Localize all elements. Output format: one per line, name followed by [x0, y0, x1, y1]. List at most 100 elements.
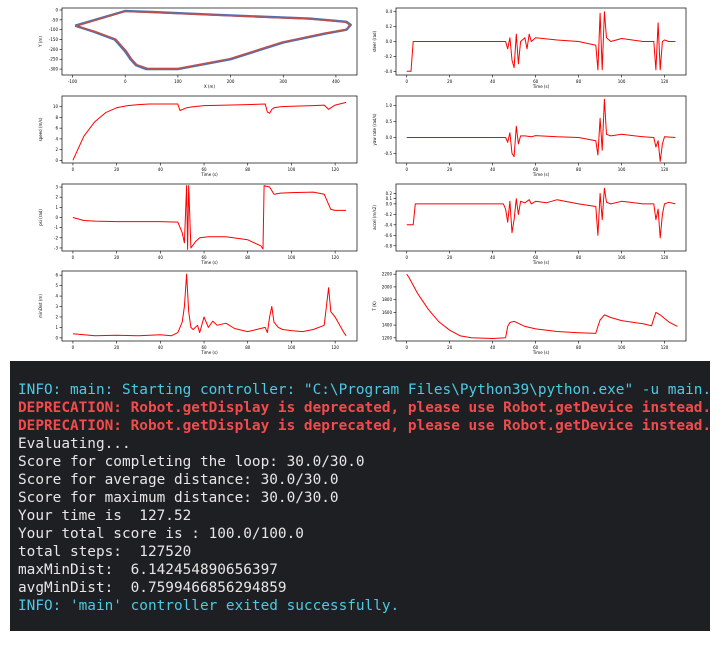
- y-tick-label: 1: [55, 325, 58, 330]
- y-tick-label: -0.2: [384, 54, 392, 59]
- plot-frame: [395, 270, 687, 342]
- console-line-info: INFO: 'main' controller exited successfu…: [18, 598, 400, 614]
- x-tick-label: 200: [227, 79, 235, 84]
- y-tick-label: -250: [49, 57, 59, 62]
- plot-frame: [61, 95, 358, 164]
- y-tick-label: -0.6: [384, 233, 392, 238]
- x-tick-label: 100: [288, 345, 296, 350]
- x-tick-label: 40: [158, 255, 164, 260]
- x-tick-label: 60: [201, 345, 207, 350]
- y-tick-label: -100: [49, 27, 59, 32]
- x-tick-label: 20: [447, 167, 453, 172]
- x-tick-label: 20: [114, 167, 120, 172]
- x-tick-label: 100: [618, 79, 626, 84]
- x-tick-label: -100: [68, 79, 78, 84]
- x-tick-label: 100: [618, 167, 626, 172]
- x-tick-label: 300: [279, 79, 287, 84]
- x-tick-label: 0: [72, 255, 75, 260]
- y-tick-label: 1400: [382, 323, 393, 328]
- x-tick-label: 60: [533, 255, 539, 260]
- y-tick-label: 1600: [382, 310, 393, 315]
- x-tick-label: 20: [447, 79, 453, 84]
- x-tick-label: 40: [490, 79, 496, 84]
- x-tick-label: 40: [158, 167, 164, 172]
- y-tick-label: 0: [55, 215, 58, 220]
- series-line: [72, 185, 347, 250]
- x-tick-label: 120: [661, 345, 669, 350]
- console-line-output: Your time is 127.52: [18, 508, 192, 524]
- y-tick-label: 2: [55, 314, 58, 319]
- y-axis-label: psi (rad): [38, 209, 43, 226]
- x-tick-label: 20: [114, 255, 120, 260]
- y-tick-label: 6: [55, 126, 58, 131]
- y-tick-label: 0: [55, 335, 58, 340]
- y-tick-label: 0.0: [386, 135, 393, 140]
- series-line: [406, 98, 676, 162]
- x-tick-label: 0: [405, 79, 408, 84]
- y-axis-label: speed (m/s): [38, 117, 43, 141]
- plot-frame: [61, 270, 358, 342]
- console-line-info: INFO: main: Starting controller: "C:\Pro…: [18, 382, 710, 398]
- y-tick-label: 0: [55, 7, 58, 12]
- y-tick-label: 1.0: [386, 103, 393, 108]
- x-axis-label: Time (s): [532, 84, 550, 89]
- x-tick-label: 120: [331, 255, 339, 260]
- y-tick-label: -1: [54, 225, 58, 230]
- x-tick-label: 120: [661, 255, 669, 260]
- x-tick-label: 40: [158, 345, 164, 350]
- console-line-deprecation: DEPRECATION: Robot.getDisplay is depreca…: [18, 400, 710, 416]
- y-tick-label: 5: [55, 283, 58, 288]
- x-tick-label: 20: [447, 255, 453, 260]
- x-tick-label: 80: [576, 255, 582, 260]
- x-tick-label: 40: [490, 167, 496, 172]
- x-tick-label: 20: [114, 345, 120, 350]
- y-tick-label: -0.2: [384, 212, 392, 217]
- y-tick-label: 0.2: [386, 24, 393, 29]
- console-output: INFO: main: Starting controller: "C:\Pro…: [10, 361, 710, 631]
- x-tick-label: 0: [405, 345, 408, 350]
- x-tick-label: 120: [661, 79, 669, 84]
- y-axis-label: Y (m): [38, 36, 43, 48]
- x-tick-label: 0: [124, 79, 127, 84]
- x-axis-label: Time (s): [532, 350, 550, 355]
- x-tick-label: 60: [201, 167, 207, 172]
- y-axis-label: yaw rate (rad/s): [372, 113, 377, 145]
- y-tick-label: 8: [55, 115, 58, 120]
- console-line-output: Score for average distance: 30.0/30.0: [18, 472, 339, 488]
- x-tick-label: 0: [405, 255, 408, 260]
- x-axis-label: Time (s): [200, 350, 218, 355]
- y-tick-label: 1800: [382, 297, 393, 302]
- y-tick-label: 0: [55, 158, 58, 163]
- y-tick-label: -200: [49, 47, 59, 52]
- y-tick-label: 0.0: [386, 39, 393, 44]
- y-tick-label: -0.5: [384, 151, 392, 156]
- y-tick-label: 3: [55, 304, 58, 309]
- y-tick-label: -0.4: [384, 69, 392, 74]
- x-tick-label: 80: [576, 79, 582, 84]
- x-tick-label: 100: [174, 79, 182, 84]
- y-tick-label: 2: [55, 147, 58, 152]
- console-line-output: avgMinDist: 0.7599466856294859: [18, 580, 287, 596]
- y-axis-label: minDist (m): [38, 294, 43, 318]
- y-tick-label: -0.4: [384, 222, 392, 227]
- y-tick-label: 0.2: [386, 191, 393, 196]
- x-tick-label: 400: [332, 79, 340, 84]
- plot-frame: [395, 95, 687, 164]
- y-axis-label: steer (rad): [372, 30, 377, 52]
- x-tick-label: 0: [405, 167, 408, 172]
- plot-figure: -100 0 100 200 300 400 0 -50 -100 -150 -200 -250 -30…: [38, 7, 687, 355]
- x-tick-label: 40: [490, 255, 496, 260]
- x-axis-label: Time (s): [532, 260, 550, 265]
- y-tick-label: 4: [55, 136, 58, 141]
- series-line: [406, 11, 676, 72]
- x-tick-label: 80: [245, 345, 251, 350]
- x-tick-label: 60: [201, 255, 207, 260]
- plot-frame: [61, 183, 358, 252]
- x-tick-label: 40: [490, 345, 496, 350]
- x-tick-label: 60: [533, 79, 539, 84]
- series-line: [406, 187, 676, 239]
- series-line: [72, 273, 347, 337]
- x-tick-label: 0: [72, 167, 75, 172]
- y-tick-label: 2000: [382, 284, 393, 289]
- x-tick-label: 120: [331, 345, 339, 350]
